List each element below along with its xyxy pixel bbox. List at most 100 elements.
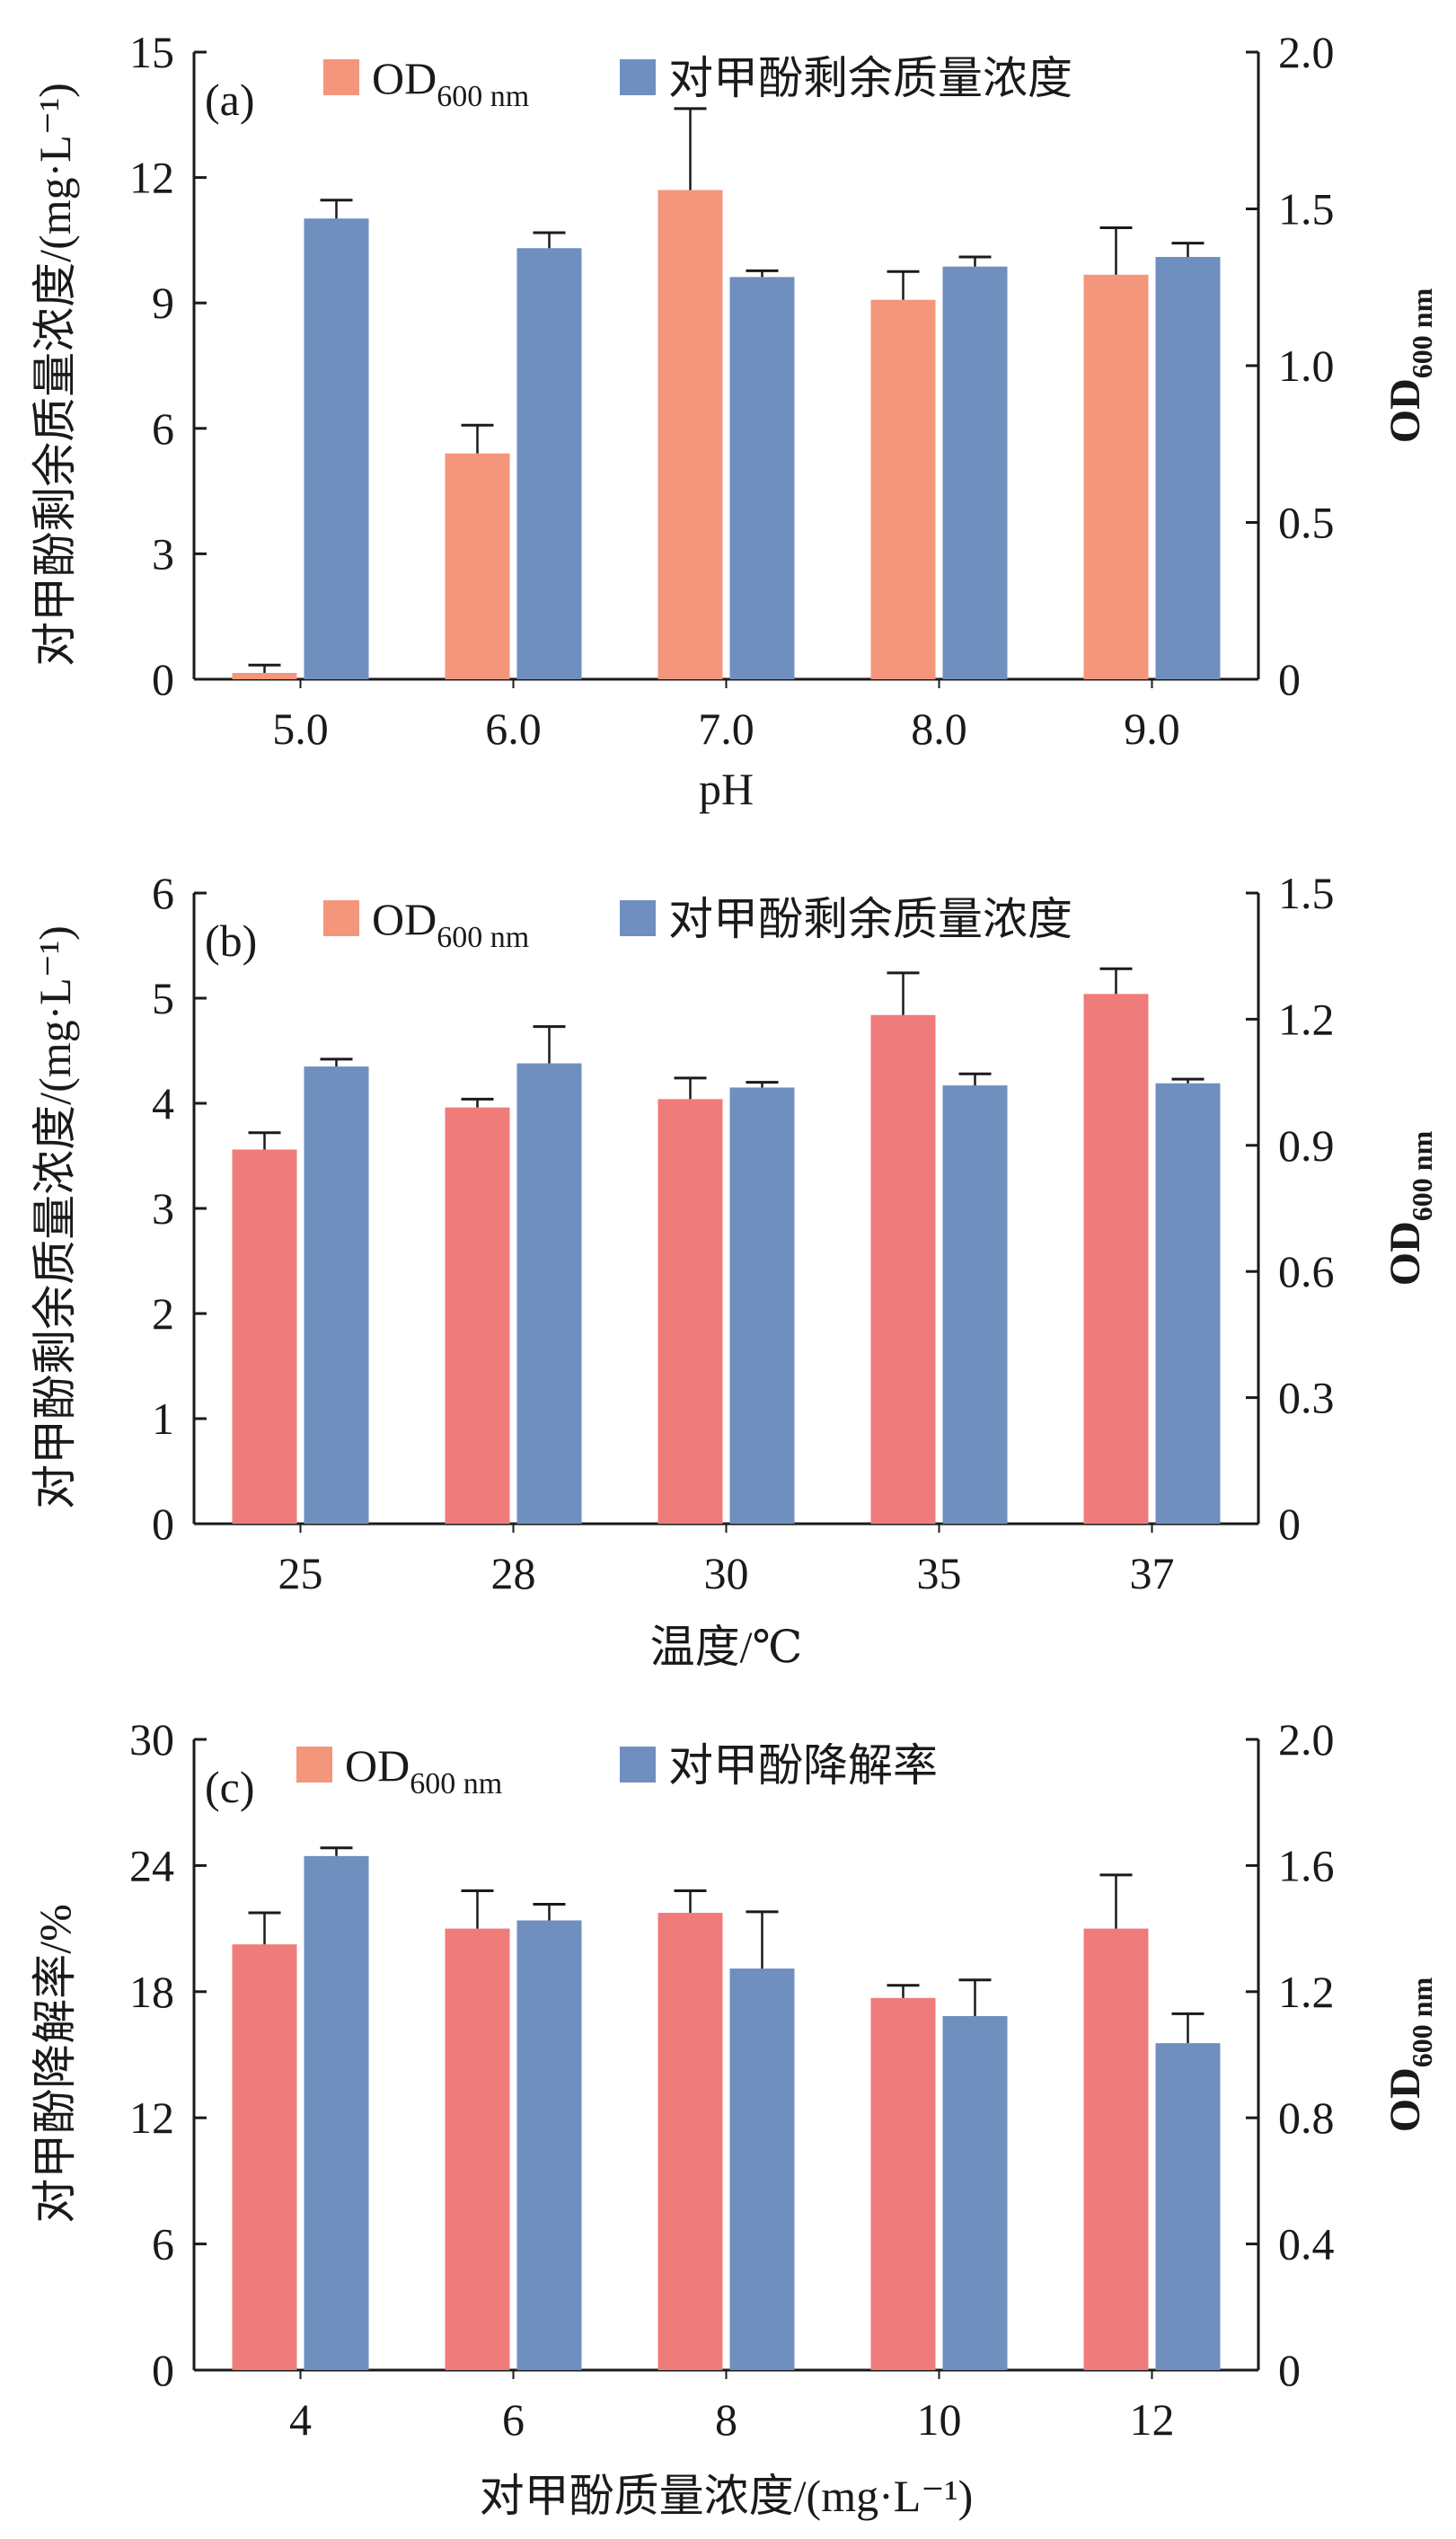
left-tick-label: 15 — [129, 27, 174, 77]
bar-od600 — [445, 1928, 510, 2370]
left-tick-label: 1 — [152, 1393, 174, 1444]
right-tick-label: 1.6 — [1278, 1840, 1335, 1890]
right-tick-label: 0.3 — [1278, 1373, 1335, 1423]
right-tick-label: 0 — [1278, 1499, 1301, 1549]
right-tick-label: 1.2 — [1278, 994, 1335, 1044]
x-tick-label: 7.0 — [698, 703, 754, 754]
left-tick-label: 5 — [152, 973, 174, 1023]
bar-od600 — [445, 1107, 510, 1524]
right-tick-label: 0.8 — [1278, 2092, 1335, 2143]
right-axis-label: OD600 nm — [1381, 1130, 1438, 1286]
bar-p-cresol — [729, 277, 795, 679]
right-tick-label: 0.4 — [1278, 2219, 1335, 2269]
right-axis-label: OD600 nm — [1381, 1977, 1438, 2132]
left-axis-label: 对甲酚剩余质量浓度/(mg·L⁻¹) — [30, 83, 80, 667]
bar-p-cresol — [942, 2015, 1008, 2370]
x-tick-label: 6.0 — [485, 703, 542, 754]
x-tick-label: 10 — [917, 2394, 962, 2445]
bar-od600 — [1083, 994, 1149, 1524]
legend-label: OD600 nm — [372, 53, 529, 113]
x-tick-label: 6 — [502, 2394, 525, 2445]
bar-od600 — [657, 1099, 723, 1524]
bar-p-cresol — [516, 1063, 582, 1524]
bar-p-cresol — [304, 1855, 369, 2370]
bar-od600 — [1083, 1928, 1149, 2370]
right-tick-label: 0.5 — [1278, 498, 1335, 548]
bar-od600 — [232, 673, 297, 679]
right-tick-label: 1.5 — [1278, 184, 1335, 234]
legend-label: 对甲酚剩余质量浓度 — [668, 894, 1072, 944]
bar-od600 — [1083, 274, 1149, 679]
right-tick-label: 0 — [1278, 2345, 1301, 2395]
legend-label: 对甲酚剩余质量浓度 — [668, 53, 1072, 103]
left-tick-label: 3 — [152, 528, 174, 579]
right-tick-label: 1.0 — [1278, 341, 1335, 391]
bar-od600 — [870, 299, 936, 679]
left-tick-label: 6 — [152, 868, 174, 918]
legend-label: OD600 nm — [345, 1740, 502, 1800]
left-tick-label: 2 — [152, 1288, 174, 1339]
left-tick-label: 12 — [129, 153, 174, 203]
x-tick-label: 30 — [704, 1548, 749, 1598]
left-tick-label: 30 — [129, 1714, 174, 1765]
x-axis-label: 温度/℃ — [650, 1622, 803, 1672]
x-tick-label: 4 — [289, 2394, 312, 2445]
right-tick-label: 1.2 — [1278, 1967, 1335, 2017]
chart-panel-3: 0 6 12 18 24 30 0 0.4 0.8 1.2 1.6 2.0 4 6 8 10 12 (c) OD60… — [30, 1714, 1438, 2521]
left-axis-label: 对甲酚剩余质量浓度/(mg·L⁻¹) — [30, 925, 80, 1509]
x-tick-label: 5.0 — [272, 703, 329, 754]
right-tick-label: 0 — [1278, 654, 1301, 704]
bar-p-cresol — [942, 1085, 1008, 1524]
legend-swatch — [620, 59, 656, 95]
right-tick-label: 0.6 — [1278, 1246, 1335, 1296]
legend-label: 对甲酚降解率 — [668, 1740, 938, 1791]
legend-swatch — [323, 59, 359, 95]
x-axis-label: 对甲酚质量浓度/(mg·L⁻¹) — [480, 2471, 974, 2521]
bar-p-cresol — [304, 218, 369, 680]
bar-p-cresol — [1155, 1083, 1221, 1524]
legend-swatch — [620, 1747, 656, 1783]
left-tick-label: 0 — [152, 2345, 174, 2395]
legend-swatch — [323, 900, 359, 936]
bar-p-cresol — [729, 1087, 795, 1524]
bar-od600 — [870, 1014, 936, 1524]
x-tick-label: 25 — [278, 1548, 323, 1598]
x-tick-label: 28 — [491, 1548, 536, 1598]
left-tick-label: 0 — [152, 1499, 174, 1549]
bar-od600 — [657, 190, 723, 679]
left-tick-label: 4 — [152, 1078, 174, 1128]
left-tick-label: 24 — [129, 1840, 174, 1890]
x-tick-label: 35 — [917, 1548, 962, 1598]
left-tick-label: 6 — [152, 403, 174, 454]
legend-label: OD600 nm — [372, 894, 529, 954]
x-tick-label: 37 — [1130, 1548, 1175, 1598]
bar-p-cresol — [304, 1066, 369, 1524]
legend-swatch — [296, 1747, 332, 1783]
bar-od600 — [870, 1997, 936, 2370]
legend-swatch — [620, 900, 656, 936]
chart-panel-1: 0 3 6 9 12 15 0 0.5 1.0 1.5 2.0 5.0 6.0 7.0 8.0 9.0 (a) O… — [30, 27, 1438, 814]
x-tick-label: 12 — [1130, 2394, 1175, 2445]
left-tick-label: 9 — [152, 278, 174, 328]
right-tick-label: 2.0 — [1278, 27, 1335, 77]
left-tick-label: 0 — [152, 654, 174, 704]
x-tick-label: 8 — [715, 2394, 737, 2445]
panel-label: (b) — [205, 916, 257, 966]
bar-p-cresol — [1155, 257, 1221, 679]
chart-panel-2: 0 1 2 3 4 5 6 0 0.3 0.6 0.9 1.2 1.5 25 28 30 35 37 (b) OD60… — [30, 868, 1438, 1672]
bar-od600 — [232, 1149, 297, 1524]
left-axis-label: 对甲酚降解率/% — [30, 1904, 80, 2224]
left-tick-label: 6 — [152, 2219, 174, 2269]
x-tick-label: 9.0 — [1124, 703, 1180, 754]
bar-p-cresol — [516, 248, 582, 679]
left-tick-label: 12 — [129, 2092, 174, 2143]
bar-p-cresol — [942, 266, 1008, 679]
right-tick-label: 0.9 — [1278, 1120, 1335, 1171]
bar-od600 — [657, 1913, 723, 2370]
right-tick-label: 1.5 — [1278, 868, 1335, 918]
bar-od600 — [445, 453, 510, 679]
panel-label: (a) — [205, 75, 255, 125]
right-axis-label: OD600 nm — [1381, 288, 1438, 443]
bar-p-cresol — [729, 1968, 795, 2370]
left-tick-label: 18 — [129, 1967, 174, 2017]
